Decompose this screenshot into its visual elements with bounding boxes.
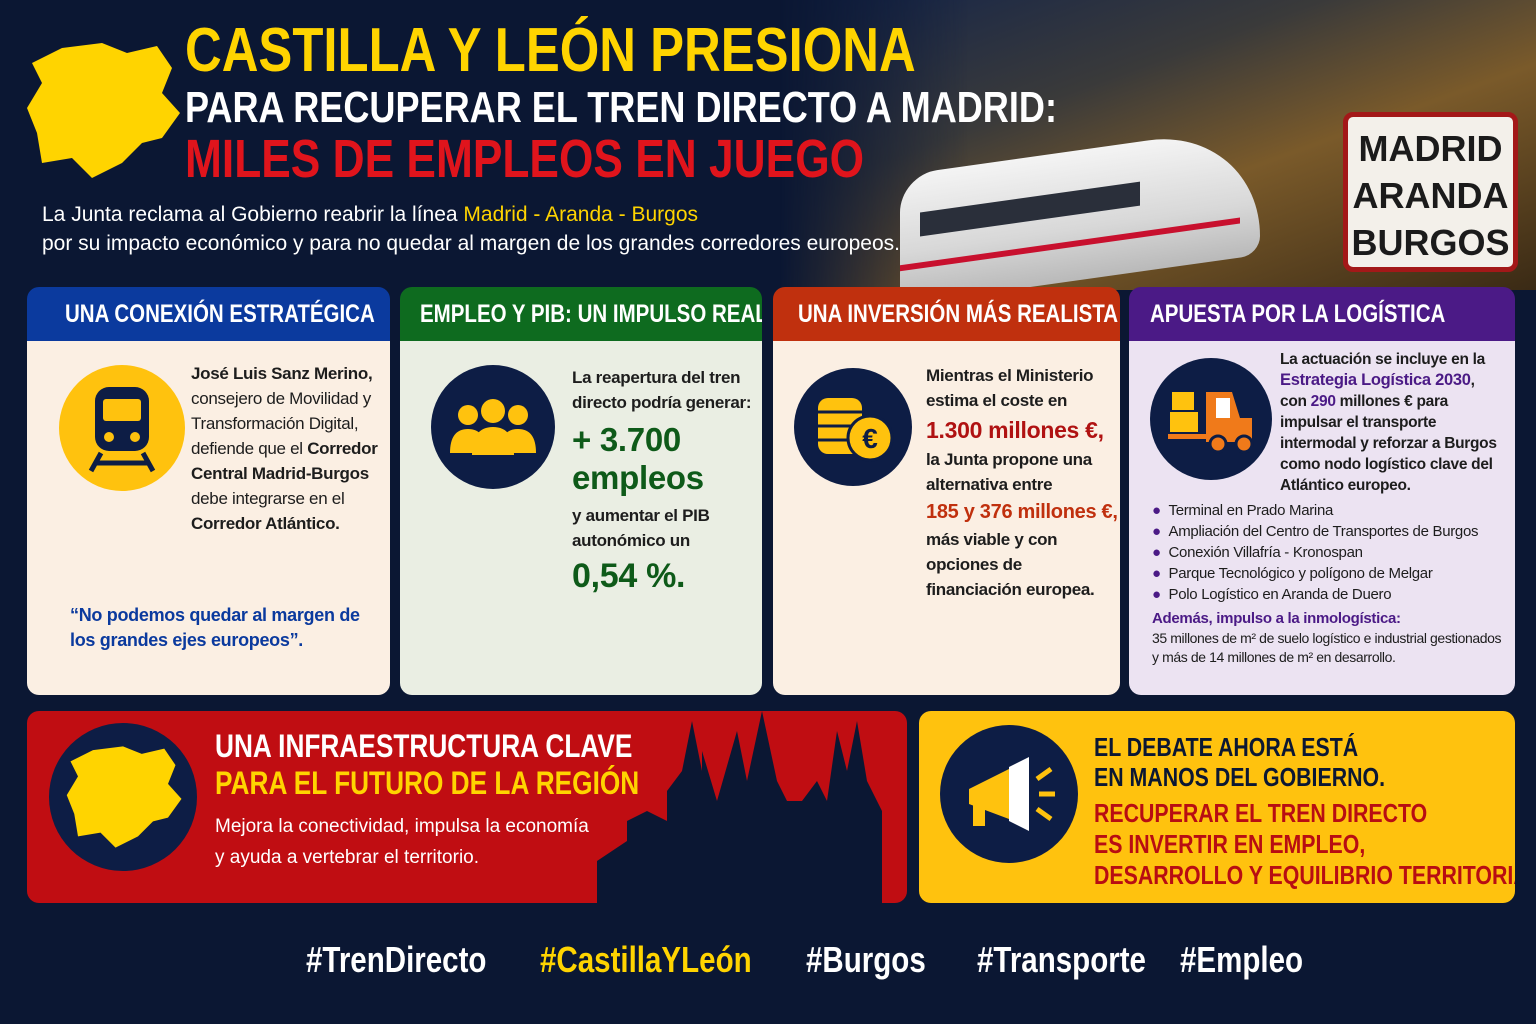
- list-item: ● Terminal en Prado Marina: [1152, 502, 1334, 519]
- banner-red-3: DESARROLLO Y EQUILIBRIO TERRITORIAL.: [1094, 860, 1515, 890]
- subtitle-highlight: Madrid - Aranda - Burgos: [463, 203, 699, 226]
- banner-title-1: UNA INFRAESTRUCTURA CLAVE: [215, 728, 633, 764]
- card-empleo-pib: EMPLEO Y PIB: UN IMPULSO REAL La reapert…: [400, 287, 762, 695]
- hashtag[interactable]: #CastillaYLeón: [540, 939, 752, 980]
- megaphone-icon: [940, 725, 1078, 863]
- cathedral-silhouette: [597, 711, 882, 903]
- hashtag[interactable]: #Burgos: [806, 939, 926, 980]
- junta-cost-range: 185 y 376 millones €,: [926, 501, 1118, 523]
- card-header: UNA INVERSIÓN MÁS REALISTA: [773, 287, 1120, 341]
- card-text: y aumentar el PIB autonómico un: [572, 506, 710, 550]
- banner-title-2: EN MANOS DEL GOBIERNO.: [1094, 762, 1386, 792]
- card-text: más viable y con opciones de financiació…: [926, 530, 1095, 599]
- card-text: José Luis Sanz Merino, consejero de Movi…: [191, 364, 378, 533]
- train-icon: [59, 365, 185, 491]
- sign-line: ARANDA: [1352, 175, 1509, 216]
- castilla-leon-map-icon: [27, 43, 180, 178]
- list-item: ● Polo Logístico en Aranda de Duero: [1152, 586, 1392, 603]
- quote: “No podemos quedar al margen de los gran…: [70, 605, 360, 650]
- title-line-3: MILES DE EMPLEOS EN JUEGO: [185, 129, 865, 189]
- title-line-1: CASTILLA Y LEÓN PRESIONA: [185, 16, 916, 85]
- hashtag[interactable]: #Empleo: [1180, 939, 1304, 980]
- title-line-2: PARA RECUPERAR EL TREN DIRECTO A MADRID:: [185, 83, 1057, 132]
- region-map-icon: [49, 723, 197, 871]
- card-logistica: APUESTA POR LA LOGÍSTICA La actuación se…: [1129, 287, 1515, 695]
- logistics-projects-list: ● Terminal en Prado Marina ● Ampliación …: [1152, 500, 1502, 605]
- banner-debate: EL DEBATE AHORA ESTÁ EN MANOS DEL GOBIER…: [919, 711, 1515, 903]
- jobs-figure: + 3.700 empleos: [572, 421, 704, 496]
- gdp-figure: 0,54 %.: [572, 557, 686, 595]
- card-inversion: UNA INVERSIÓN MÁS REALISTA € Mientras el…: [773, 287, 1120, 695]
- sign-line: MADRID: [1358, 128, 1503, 169]
- hashtag[interactable]: #TrenDirecto: [306, 939, 487, 980]
- card-header: UNA CONEXIÓN ESTRATÉGICA: [27, 287, 390, 341]
- sign-line: BURGOS: [1351, 222, 1510, 263]
- people-icon: [431, 365, 555, 489]
- coins-euro-icon: €: [794, 368, 912, 486]
- subtitle-text: por su impacto económico y para no queda…: [42, 232, 900, 255]
- card-text: La reapertura del tren directo podría ge…: [572, 368, 752, 412]
- banner-title-2: PARA EL FUTURO DE LA REGIÓN: [215, 765, 640, 801]
- card-header: EMPLEO Y PIB: UN IMPULSO REAL: [400, 287, 762, 341]
- banner-red-2: ES INVERTIR EN EMPLEO,: [1094, 829, 1366, 859]
- banner-title-1: EL DEBATE AHORA ESTÁ: [1094, 732, 1359, 762]
- card-text: Mientras el Ministerio estima el coste e…: [926, 366, 1094, 410]
- card-text: la Junta propone una alternativa entre: [926, 450, 1092, 494]
- banner-text: Mejora la conectividad, impulsa la econo…: [215, 816, 589, 868]
- card-header: APUESTA POR LA LOGÍSTICA: [1129, 287, 1515, 341]
- forklift-icon: [1150, 358, 1272, 480]
- list-item: ● Conexión Villafría - Kronospan: [1152, 544, 1363, 561]
- extra-text: 35 millones de m² de suelo logístico e i…: [1152, 630, 1502, 665]
- destination-sign: MADRID ARANDA BURGOS: [1343, 112, 1518, 272]
- card-text: La actuación se incluye en la Estrategia…: [1280, 351, 1497, 494]
- svg-text:€: €: [862, 423, 878, 454]
- subtitle: La Junta reclama al Gobierno reabrir la …: [42, 200, 900, 258]
- list-item: ● Ampliación del Centro de Transportes d…: [1152, 523, 1479, 540]
- banner-infraestructura: UNA INFRAESTRUCTURA CLAVE PARA EL FUTURO…: [27, 711, 907, 903]
- list-item: ● Parque Tecnológico y polígono de Melga…: [1152, 565, 1433, 582]
- card-conexion-estrategica: UNA CONEXIÓN ESTRATÉGICA José Luis Sanz …: [27, 287, 390, 695]
- hashtag[interactable]: #Transporte: [977, 939, 1146, 980]
- extra-title: Además, impulso a la inmologística:: [1152, 610, 1401, 627]
- subtitle-text: La Junta reclama al Gobierno reabrir la …: [42, 203, 464, 226]
- banner-red-1: RECUPERAR EL TREN DIRECTO: [1094, 798, 1428, 828]
- ministry-cost: 1.300 millones €,: [926, 417, 1104, 443]
